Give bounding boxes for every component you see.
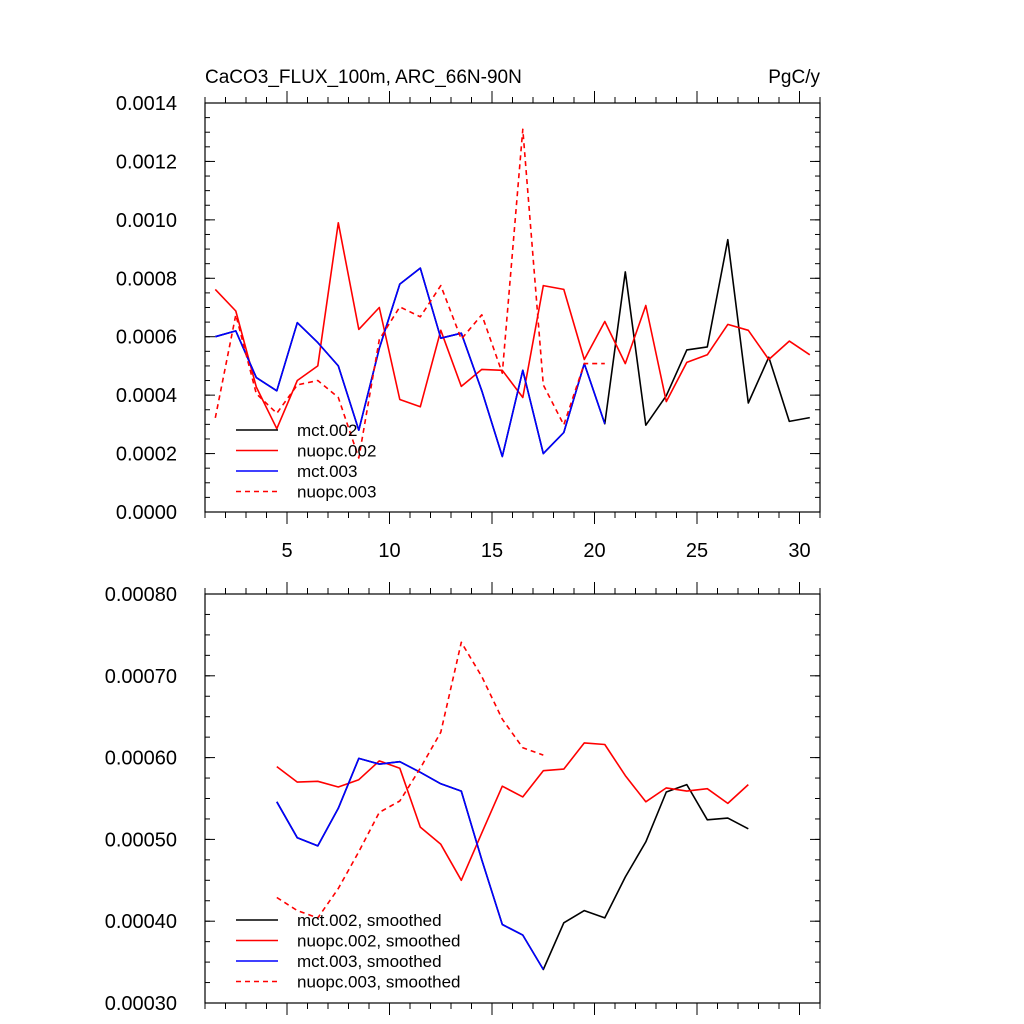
legend-label: nuopc.002, smoothed: [297, 932, 461, 951]
series-line-nuopc-002: [214, 222, 811, 430]
y-tick-label: 0.0004: [116, 385, 177, 407]
plot-1: 0.0000 0.0002 0.0004 0.0006 0.0008 0.0010 0.00…: [116, 67, 821, 562]
x-tick-label: 5: [281, 540, 292, 562]
y-tick-label: 0.00060: [105, 748, 177, 770]
legend-label: mct.003, smoothed: [297, 952, 442, 971]
legend-label: nuopc.003, smoothed: [297, 973, 461, 992]
y-tick-label: 0.00040: [105, 911, 177, 933]
plot-2: 0.00030 0.00040 0.00050 0.00060 0.00070 0.000…: [105, 582, 821, 1015]
series-line-mct-003: [215, 267, 606, 458]
x-tick-label: 15: [481, 540, 503, 562]
y-tick-label: 0.00030: [105, 993, 177, 1015]
y-tick-label: 0.00050: [105, 829, 177, 851]
legend-label: mct.002: [297, 421, 357, 440]
series-line-nuopc-003-smoothed: [276, 641, 544, 919]
legend-label: mct.002, smoothed: [297, 911, 442, 930]
y-tick-label: 0.0008: [116, 268, 177, 290]
y-tick-label: 0.0002: [116, 444, 177, 466]
y-tick-label: 0.0014: [116, 93, 177, 115]
series-line-mct-003-smoothed: [276, 757, 544, 970]
legend-label: nuopc.003: [297, 483, 376, 502]
series-line-nuopc-003: [214, 128, 605, 459]
y-tick-label: 0.0000: [116, 502, 177, 524]
x-tick-label: 20: [583, 540, 605, 562]
series-line-nuopc-002-smoothed: [276, 742, 749, 882]
legend-label: mct.003: [297, 462, 357, 481]
y-tick-label: 0.0012: [116, 151, 177, 173]
y-tick-label: 0.0010: [116, 210, 177, 232]
legend: mct.002, smoothed nuopc.002, smoothedmct.…: [236, 911, 461, 992]
x-tick-label: 10: [378, 540, 400, 562]
y-tick-label: 0.00080: [105, 584, 177, 606]
chart-title: CaCO3_FLUX_100m, ARC_66N-90N: [205, 67, 522, 88]
x-tick-label: 30: [788, 540, 810, 562]
x-tick-label: 25: [686, 540, 708, 562]
chart-units: PgC/y: [768, 67, 820, 88]
y-tick-label: 0.0006: [116, 327, 177, 349]
legend-label: nuopc.002: [297, 442, 376, 461]
y-tick-label: 0.00070: [105, 666, 177, 688]
